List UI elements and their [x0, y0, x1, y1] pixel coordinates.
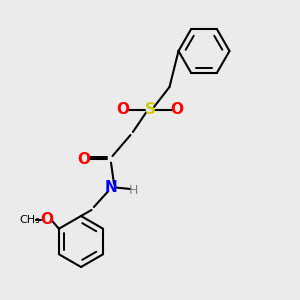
Text: H: H [129, 184, 138, 197]
Text: O: O [77, 152, 91, 166]
Text: CH₃: CH₃ [20, 214, 40, 225]
Text: S: S [145, 102, 155, 117]
Text: O: O [170, 102, 184, 117]
Text: N: N [105, 180, 117, 195]
Text: O: O [40, 212, 53, 227]
Text: O: O [116, 102, 130, 117]
